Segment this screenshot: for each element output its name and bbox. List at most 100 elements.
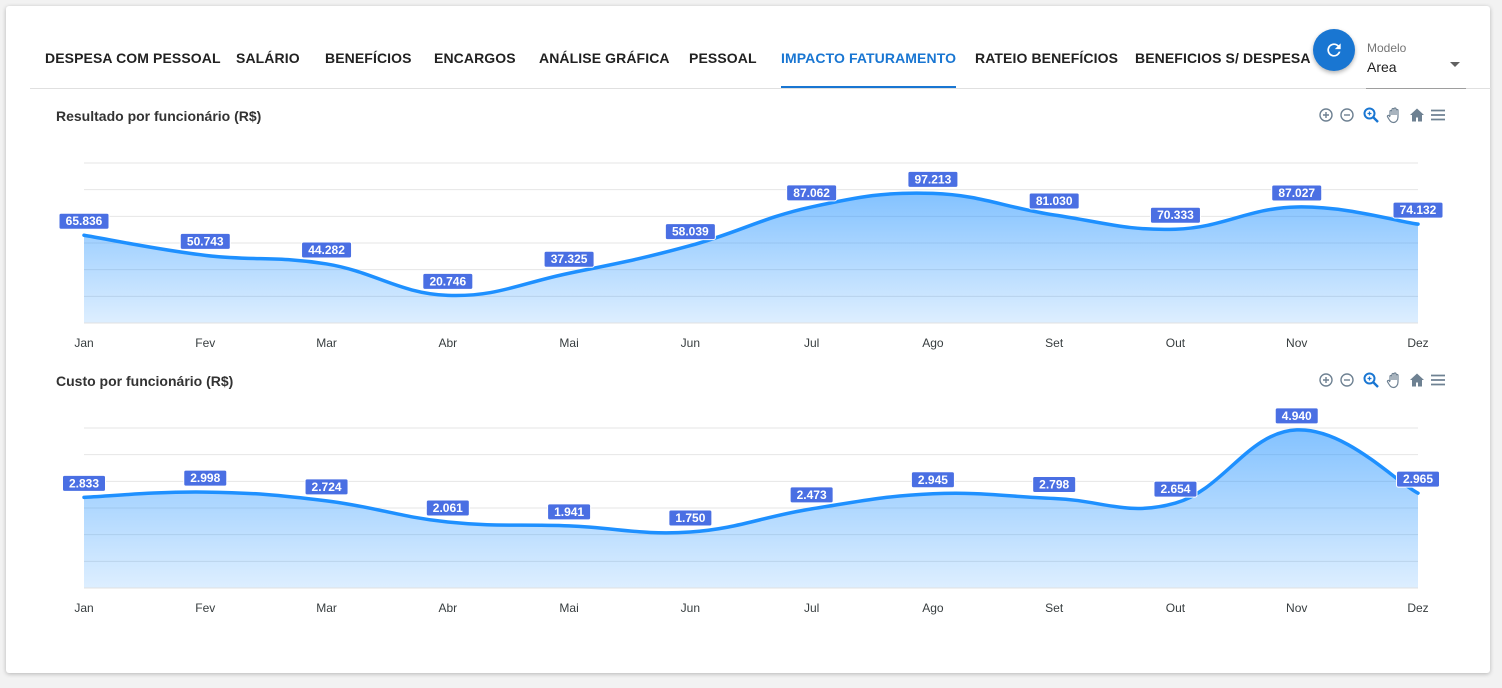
series-line	[82, 191, 1420, 298]
zoom-in-icon[interactable]	[1317, 106, 1335, 124]
tab-rateio-beneficios[interactable]: RATEIO BENEFÍCIOS	[975, 50, 1119, 66]
chart-title-resultado: Resultado por funcionário (R$)	[56, 108, 262, 124]
x-tick-label: Out	[1166, 601, 1186, 615]
data-label: 20.746	[422, 272, 474, 290]
x-tick-label: Jan	[74, 336, 93, 350]
data-label: 2.965	[1396, 470, 1440, 488]
chart-title-custo: Custo por funcionário (R$)	[56, 373, 234, 389]
svg-text:4.940: 4.940	[1282, 409, 1312, 423]
x-tick-label: Dez	[1407, 601, 1428, 615]
data-label: 2.654	[1153, 480, 1198, 498]
x-tick-label: Ago	[922, 601, 944, 615]
zoom-selection-icon[interactable]	[1362, 371, 1380, 389]
svg-text:97.213: 97.213	[915, 172, 952, 186]
tab-bar: DESPESA COM PESSOAL SALÁRIO BENEFÍCIOS E…	[30, 6, 1492, 89]
data-label: 87.027	[1271, 184, 1323, 202]
series-area	[84, 193, 1418, 323]
zoom-out-icon[interactable]	[1338, 371, 1356, 389]
model-select-label: Modelo	[1367, 41, 1407, 55]
svg-text:1.750: 1.750	[675, 511, 705, 525]
svg-text:2.798: 2.798	[1039, 477, 1069, 491]
svg-text:2.945: 2.945	[918, 473, 948, 487]
svg-text:44.282: 44.282	[308, 243, 345, 257]
tab-impacto-faturamento[interactable]: IMPACTO FATURAMENTO	[781, 6, 957, 88]
chart-toolbar-custo	[1317, 371, 1447, 389]
svg-text:2.998: 2.998	[190, 471, 220, 485]
svg-text:50.743: 50.743	[187, 234, 224, 248]
x-tick-label: Jun	[681, 336, 700, 350]
home-icon[interactable]	[1408, 106, 1426, 124]
x-tick-label: Set	[1045, 601, 1064, 615]
zoom-out-icon[interactable]	[1338, 106, 1356, 124]
x-tick-label: Out	[1166, 336, 1186, 350]
data-label: 1.750	[668, 509, 713, 527]
dashboard-card: DESPESA COM PESSOAL SALÁRIO BENEFÍCIOS E…	[6, 6, 1492, 673]
series-area	[84, 429, 1418, 588]
series-line	[82, 428, 1420, 535]
svg-text:2.473: 2.473	[797, 488, 827, 502]
x-tick-label: Jul	[804, 336, 819, 350]
x-tick-label: Abr	[438, 336, 457, 350]
data-label: 65.836	[58, 212, 110, 230]
menu-icon[interactable]	[1429, 106, 1447, 124]
pan-icon[interactable]	[1385, 106, 1403, 124]
x-tick-label: Abr	[438, 601, 457, 615]
svg-text:65.836: 65.836	[66, 214, 103, 228]
tab-encargos[interactable]: ENCARGOS	[434, 50, 516, 66]
menu-icon[interactable]	[1429, 371, 1447, 389]
model-select[interactable]: Modelo Area	[1366, 36, 1466, 89]
x-tick-label: Ago	[922, 336, 944, 350]
data-label: 50.743	[179, 232, 231, 250]
svg-text:1.941: 1.941	[554, 505, 584, 519]
data-label: 81.030	[1028, 192, 1080, 210]
home-icon[interactable]	[1408, 371, 1426, 389]
x-tick-label: Nov	[1286, 336, 1307, 350]
data-label: 2.061	[425, 499, 470, 517]
tab-analise-grafica[interactable]: ANÁLISE GRÁFICA	[539, 50, 670, 66]
tab-despesa-com-pessoal[interactable]: DESPESA COM PESSOAL	[45, 50, 221, 66]
data-label: 37.325	[543, 250, 595, 268]
tab-beneficios[interactable]: BENEFÍCIOS	[325, 50, 412, 66]
chart-toolbar-resultado	[1317, 106, 1447, 124]
x-tick-label: Jan	[74, 601, 93, 615]
data-label: 2.724	[304, 478, 349, 496]
svg-text:70.333: 70.333	[1157, 208, 1194, 222]
x-tick-label: Jul	[804, 601, 819, 615]
data-label: 2.945	[910, 471, 955, 489]
tab-pessoal[interactable]: PESSOAL	[689, 50, 757, 66]
x-tick-label: Mai	[559, 336, 578, 350]
data-label: 70.333	[1149, 206, 1201, 224]
tab-salario[interactable]: SALÁRIO	[236, 50, 300, 66]
x-tick-label: Jun	[681, 601, 700, 615]
svg-text:20.746: 20.746	[429, 274, 466, 288]
data-label: 97.213	[907, 170, 959, 188]
svg-text:2.724: 2.724	[312, 480, 342, 494]
svg-text:87.062: 87.062	[793, 186, 830, 200]
refresh-button[interactable]	[1313, 29, 1355, 71]
tab-beneficios-s-despesa[interactable]: BENEFICIOS S/ DESPESA	[1135, 50, 1311, 66]
zoom-in-icon[interactable]	[1317, 371, 1335, 389]
data-label: 58.039	[664, 223, 716, 241]
svg-text:2.833: 2.833	[69, 476, 99, 490]
data-label: 1.941	[547, 503, 592, 521]
x-tick-label: Nov	[1286, 601, 1307, 615]
svg-text:2.654: 2.654	[1160, 482, 1190, 496]
data-label: 2.998	[183, 469, 228, 487]
x-tick-label: Fev	[195, 601, 215, 615]
pan-icon[interactable]	[1385, 371, 1403, 389]
data-label: 74.132	[1392, 201, 1444, 219]
chevron-down-icon	[1450, 62, 1460, 67]
x-tick-label: Fev	[195, 336, 215, 350]
svg-text:2.061: 2.061	[433, 501, 463, 515]
x-tick-label: Mar	[316, 336, 337, 350]
refresh-icon	[1327, 43, 1341, 57]
data-label: 2.833	[62, 474, 106, 492]
data-label: 87.062	[786, 184, 838, 202]
data-label: 44.282	[301, 241, 353, 259]
data-label: 2.473	[789, 486, 834, 504]
chart-custo: Jan Fev Mar Abr Mai Jun Jul Ago Set Out Nov Dez 2.83…	[62, 407, 1440, 615]
zoom-selection-icon[interactable]	[1362, 106, 1380, 124]
x-tick-label: Dez	[1407, 336, 1428, 350]
model-select-value: Area	[1367, 59, 1397, 75]
x-tick-label: Mar	[316, 601, 337, 615]
